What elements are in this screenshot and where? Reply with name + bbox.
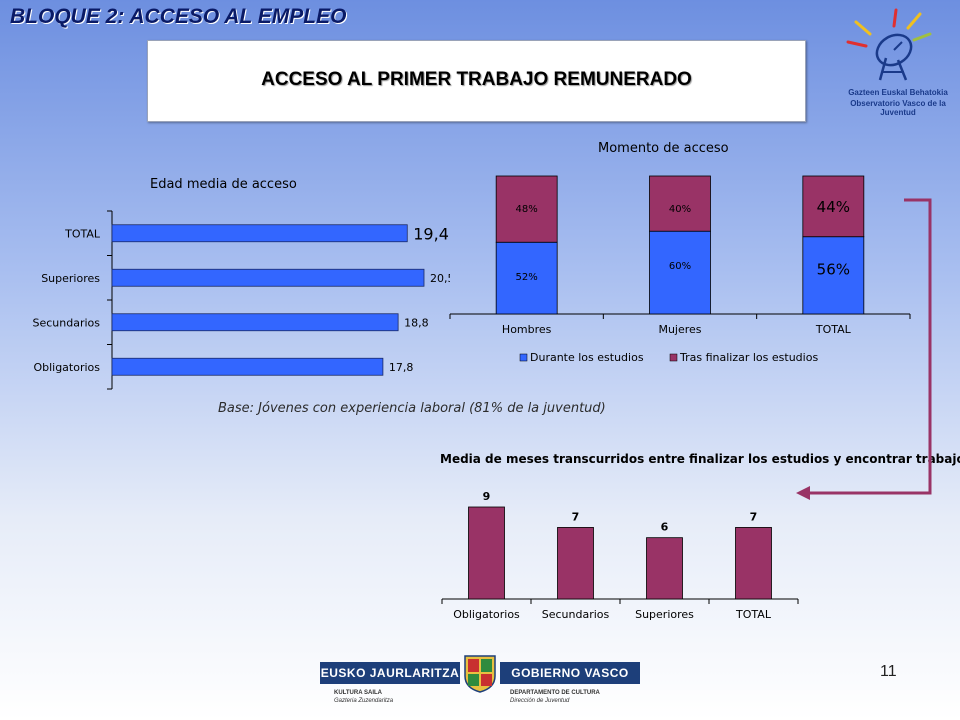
moment-bar-hombres-tras — [495, 175, 558, 243]
gov-left-sub1: KULTURA SAILA — [334, 690, 382, 696]
gobierno-vasco-logo: EUSKO JAURLARITZA GOBIERNO VASCO KULTURA… — [320, 652, 640, 718]
page-title: ACCESO AL PRIMER TRABAJO REMUNERADO — [261, 69, 692, 90]
moment-category-label: Mujeres — [658, 323, 701, 336]
age-chart-title: Edad media de acceso — [150, 177, 297, 192]
moment-bar-total-durante — [802, 236, 865, 315]
coat-of-arms-icon — [464, 655, 496, 693]
section-title: BLOQUE 2: ACCESO AL EMPLEO — [10, 5, 347, 28]
months-category-label: Secundarios — [542, 608, 610, 621]
moment-chart-title: Momento de acceso — [598, 141, 729, 156]
age-bar-obligatorios — [111, 357, 384, 376]
moment-category-label: Hombres — [502, 323, 552, 336]
moment-bar-hombres-durante — [495, 241, 558, 315]
gov-left-sub2: Gazteria Zuzendaritza — [334, 698, 394, 704]
months-value-label: 6 — [661, 521, 669, 534]
age-category-label: Obligatorios — [33, 361, 100, 374]
months-value-label: 9 — [483, 490, 491, 503]
logo-text-spanish: Observatorio Vasco de la Juventud — [850, 99, 946, 117]
months-category-label: Superiores — [635, 608, 694, 621]
legend-swatch-tras — [669, 353, 678, 362]
title-box: ACCESO AL PRIMER TRABAJO REMUNERADO — [147, 40, 806, 122]
months-bar-total — [735, 527, 772, 600]
moment-value-label: 40% — [669, 204, 691, 215]
connector-arrow — [796, 198, 932, 500]
moment-bar-mujeres-durante — [649, 230, 711, 315]
age-value-label: 18,8 — [404, 316, 429, 329]
moment-value-label: 60% — [669, 261, 691, 272]
moment-category-label: TOTAL — [815, 323, 852, 336]
arrow-head-icon — [796, 486, 810, 500]
months-chart-title: Media de meses transcurridos entre final… — [440, 452, 960, 466]
observatorio-logo: Gazteen Euskal Behatokia Observatorio Va… — [836, 4, 960, 117]
base-note: Base: Jóvenes con experiencia laboral (8… — [218, 401, 606, 416]
age-bar-superiores — [111, 268, 425, 287]
gov-logo-left-label: EUSKO JAURLARITZA — [320, 662, 460, 684]
months-bar-obligatorios — [468, 506, 505, 600]
age-bar-secundarios — [111, 313, 399, 332]
months-category-label: TOTAL — [735, 608, 772, 621]
moment-value-label: 56% — [817, 261, 850, 279]
logo-text-basque: Gazteen Euskal Behatokia — [848, 88, 948, 97]
age-value-label: 17,8 — [389, 361, 414, 374]
months-bar-superiores — [646, 537, 683, 600]
gov-logo-right-label: GOBIERNO VASCO — [500, 662, 640, 684]
gov-right-sub2: Dirección de Juventud — [510, 698, 570, 704]
moment-value-label: 44% — [817, 198, 850, 216]
moment-value-label: 52% — [516, 272, 538, 283]
legend-label: Tras finalizar los estudios — [679, 351, 818, 364]
age-category-label: Secundarios — [32, 316, 100, 329]
age-category-label: TOTAL — [64, 227, 101, 240]
legend-swatch-durante — [519, 353, 528, 362]
months-value-label: 7 — [750, 510, 758, 523]
age-bar-total — [111, 224, 408, 243]
legend-label: Durante los estudios — [530, 351, 644, 364]
moment-bar-total-tras — [802, 175, 865, 238]
age-category-label: Superiores — [41, 272, 100, 285]
months-value-label: 7 — [572, 510, 580, 523]
moment-bar-mujeres-tras — [649, 175, 711, 232]
months-bar-secundarios — [557, 527, 594, 600]
months-category-label: Obligatorios — [453, 608, 520, 621]
gov-right-sub1: DEPARTAMENTO DE CULTURA — [510, 690, 600, 696]
page-number: 11 — [880, 663, 897, 680]
months-chart: 9 Obligatorios 7 Secundarios 6 Superiores 7 TOT… — [441, 490, 799, 621]
satellite-dish-icon — [846, 8, 932, 81]
age-chart: TOTAL 19,4 Superiores 20,5 Secundarios 18,8 Ob… — [32, 210, 450, 390]
moment-value-label: 48% — [516, 204, 538, 215]
age-value-label: 19,4 — [413, 224, 449, 243]
age-value-label: 20,5 — [430, 272, 450, 285]
moment-chart: 52% 48% Hombres 60% 40% Mujeres 56% 44% TOTAL Dur… — [449, 175, 911, 364]
